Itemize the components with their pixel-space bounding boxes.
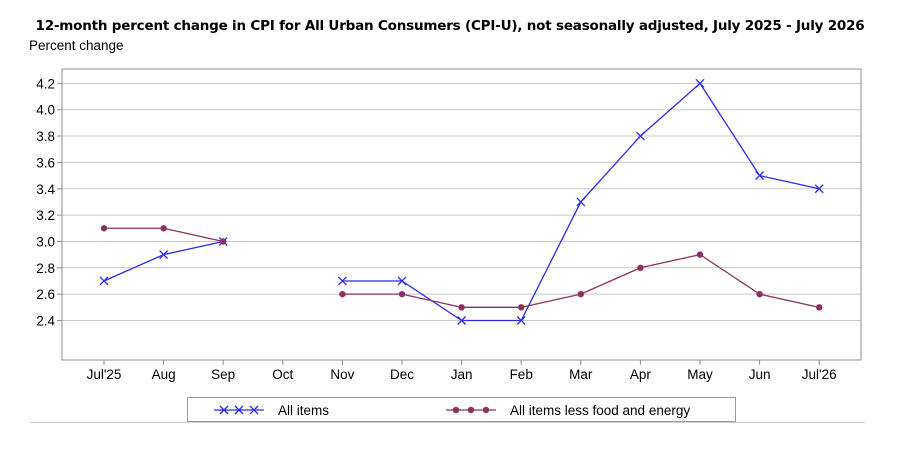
y-axis-ticks: 4.2 4.0 3.8 3.6 3.4 3.2 3.0 2.8 2.6 2.4	[36, 76, 62, 329]
series-0-point-11	[755, 171, 765, 181]
x-tick-label-4: Nov	[330, 367, 354, 382]
series-1-point-10	[696, 251, 704, 258]
x-tick-label-6: Jan	[451, 367, 473, 382]
series-1-point-0	[100, 225, 108, 232]
series-0-point-4	[337, 276, 347, 286]
legend-marker-dot-icon	[446, 406, 496, 414]
series-0-point-9	[635, 131, 645, 141]
legend: All items All items less food and energy	[187, 397, 736, 422]
y-tick-label-4.2: 4.2	[36, 76, 55, 91]
chart-title: 12-month percent change in CPI for All U…	[35, 18, 865, 34]
y-tick-label-3.8: 3.8	[36, 129, 55, 144]
x-tick-label-1: Aug	[152, 367, 176, 382]
x-tick-label-11: Jun	[749, 367, 771, 382]
y-tick-label-3.4: 3.4	[36, 182, 55, 197]
x-tick-label-12: Jul'26	[802, 367, 837, 382]
y-tick-label-4.0: 4.0	[36, 103, 55, 118]
x-axis-ticks: Jul'25 Aug Sep Oct Nov Dec Jan Feb Mar Apr May Jun J…	[87, 360, 837, 382]
series-0-point-7	[516, 316, 526, 325]
y-tick-label-2.4: 2.4	[36, 314, 55, 329]
series-0-point-10	[695, 78, 705, 88]
legend-item-all-items: All items	[214, 402, 329, 418]
series-0-line	[103, 240, 224, 282]
series-1-point-8	[577, 290, 584, 298]
series-1-point-1	[160, 225, 167, 232]
plot-area-border	[61, 68, 862, 361]
y-axis-label: Percent change	[29, 38, 124, 53]
series-0-point-0	[99, 276, 109, 286]
x-tick-label-0: Jul'25	[87, 367, 122, 382]
legend-label-all-items: All items	[278, 402, 330, 418]
series-0-point-6	[457, 316, 467, 325]
series-1-point-12	[816, 304, 823, 311]
series-lines	[99, 78, 824, 325]
series-0	[99, 78, 824, 325]
x-tick-label-7: Feb	[510, 367, 533, 382]
legend-label-core: All items less food and energy	[510, 402, 691, 418]
series-1-point-4	[339, 290, 346, 298]
frame-bottom-rule	[30, 422, 865, 423]
series-0-point-1	[159, 250, 169, 260]
gridlines	[62, 82, 861, 321]
series-1-line	[342, 253, 820, 308]
x-tick-label-8: Mar	[569, 367, 593, 382]
y-tick-label-3.0: 3.0	[36, 234, 55, 249]
x-tick-label-5: Dec	[390, 367, 414, 382]
series-1-point-9	[637, 264, 644, 271]
x-tick-label-2: Sep	[211, 367, 235, 382]
series-1-point-2	[220, 238, 227, 245]
series-1-point-6	[458, 304, 465, 311]
series-1-point-5	[398, 290, 406, 298]
legend-marker-x-icon	[214, 405, 264, 415]
x-tick-label-3: Oct	[272, 367, 293, 382]
series-1	[100, 225, 823, 311]
y-tick-label-2.6: 2.6	[36, 287, 55, 302]
series-0-point-8	[576, 197, 586, 207]
y-tick-label-2.8: 2.8	[36, 261, 55, 276]
legend-item-core: All items less food and energy	[446, 402, 690, 418]
series-0-point-5	[397, 276, 407, 286]
y-tick-label-3.2: 3.2	[36, 208, 55, 223]
series-0-point-12	[814, 184, 824, 194]
series-1-point-11	[756, 290, 763, 298]
series-1-point-7	[518, 304, 525, 311]
y-tick-label-3.6: 3.6	[36, 155, 55, 170]
x-tick-label-9: Apr	[630, 367, 652, 382]
x-tick-label-10: May	[687, 367, 713, 382]
